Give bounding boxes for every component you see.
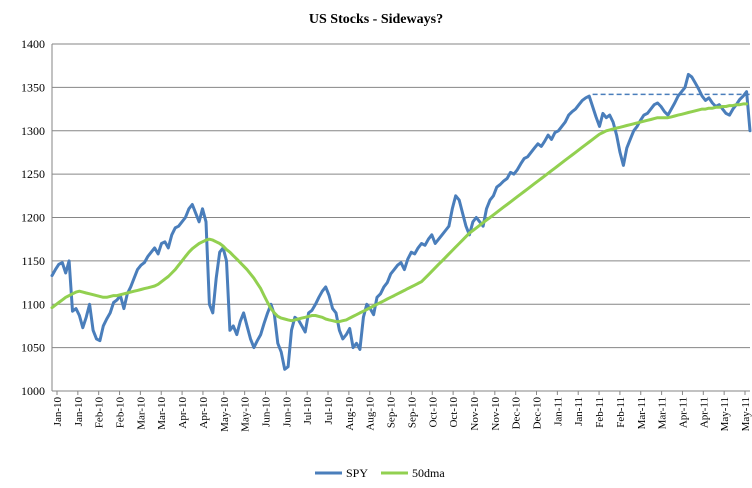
x-tick-label: May-10 <box>240 397 252 432</box>
y-tick-label: 1200 <box>21 211 45 225</box>
x-tick-label: Jan-10 <box>52 397 64 427</box>
x-tick-label: Apr-11 <box>677 397 689 428</box>
x-tick-label: Apr-11 <box>698 397 710 428</box>
series-line-spy <box>50 72 752 371</box>
x-tick-label: May-11 <box>719 397 731 431</box>
x-tick-label: Sep-10 <box>406 397 418 429</box>
x-tick-label: Jun-10 <box>260 397 272 427</box>
x-tick-label: Mar-11 <box>636 397 648 429</box>
x-tick-label: Mar-10 <box>156 397 168 430</box>
series-line-50dma <box>50 102 749 324</box>
legend: SPY 50dma <box>315 466 445 480</box>
x-tick-label: Apr-10 <box>198 397 210 429</box>
x-tick-label: Mar-10 <box>135 397 147 430</box>
x-tick-label: Jan-11 <box>573 397 585 426</box>
x-tick-label: Jan-10 <box>73 397 85 427</box>
x-tick-label: May-10 <box>219 397 231 432</box>
y-tick-label: 1300 <box>21 124 45 138</box>
y-tick-label: 1150 <box>21 254 45 268</box>
chart-title: US Stocks - Sideways? <box>309 12 443 27</box>
y-tick-label: 1350 <box>21 80 45 94</box>
legend-label-50dma: 50dma <box>412 466 445 480</box>
y-tick-label: 1050 <box>21 341 45 355</box>
x-tick-label: Oct-10 <box>448 397 460 428</box>
x-tick-label: Jun-10 <box>281 397 293 427</box>
x-tick-label: Feb-11 <box>594 397 606 428</box>
x-tick-label: Feb-11 <box>615 397 627 428</box>
x-tick-label: Jul-10 <box>323 397 335 425</box>
x-tick-label: Apr-10 <box>177 397 189 429</box>
x-tick-label: Dec-10 <box>511 397 523 430</box>
x-tick-label: Sep-10 <box>386 397 398 429</box>
x-tick-label: Mar-11 <box>657 397 669 429</box>
x-tick-label: Aug-10 <box>344 397 356 431</box>
x-tick-label: Feb-10 <box>115 397 127 429</box>
gridlines <box>52 43 750 349</box>
series-layer <box>50 72 752 371</box>
x-tick-label: Dec-10 <box>532 397 544 430</box>
x-axis-ticks: Jan-10 Jan-10 Feb-10 Feb-10 Mar-10 Mar-10 Apr-… <box>52 391 752 432</box>
x-tick-label: Aug-10 <box>365 397 377 431</box>
x-tick-label: Feb-10 <box>94 397 106 429</box>
y-tick-label: 1250 <box>21 167 45 181</box>
y-tick-label: 1000 <box>21 384 45 398</box>
x-tick-label: Oct-10 <box>427 397 439 428</box>
x-tick-label: Jan-11 <box>552 397 564 426</box>
y-axis-ticks: 1000 1050 1100 1150 1200 1250 1300 1350 1400 <box>21 37 45 398</box>
legend-label-spy: SPY <box>346 466 368 480</box>
x-tick-label: Nov-10 <box>469 397 481 431</box>
x-tick-label: May-11 <box>740 397 752 431</box>
x-tick-label: Nov-10 <box>490 397 502 431</box>
x-tick-label: Jul-10 <box>302 397 314 425</box>
y-tick-label: 1400 <box>21 37 45 51</box>
y-tick-label: 1100 <box>21 297 45 311</box>
